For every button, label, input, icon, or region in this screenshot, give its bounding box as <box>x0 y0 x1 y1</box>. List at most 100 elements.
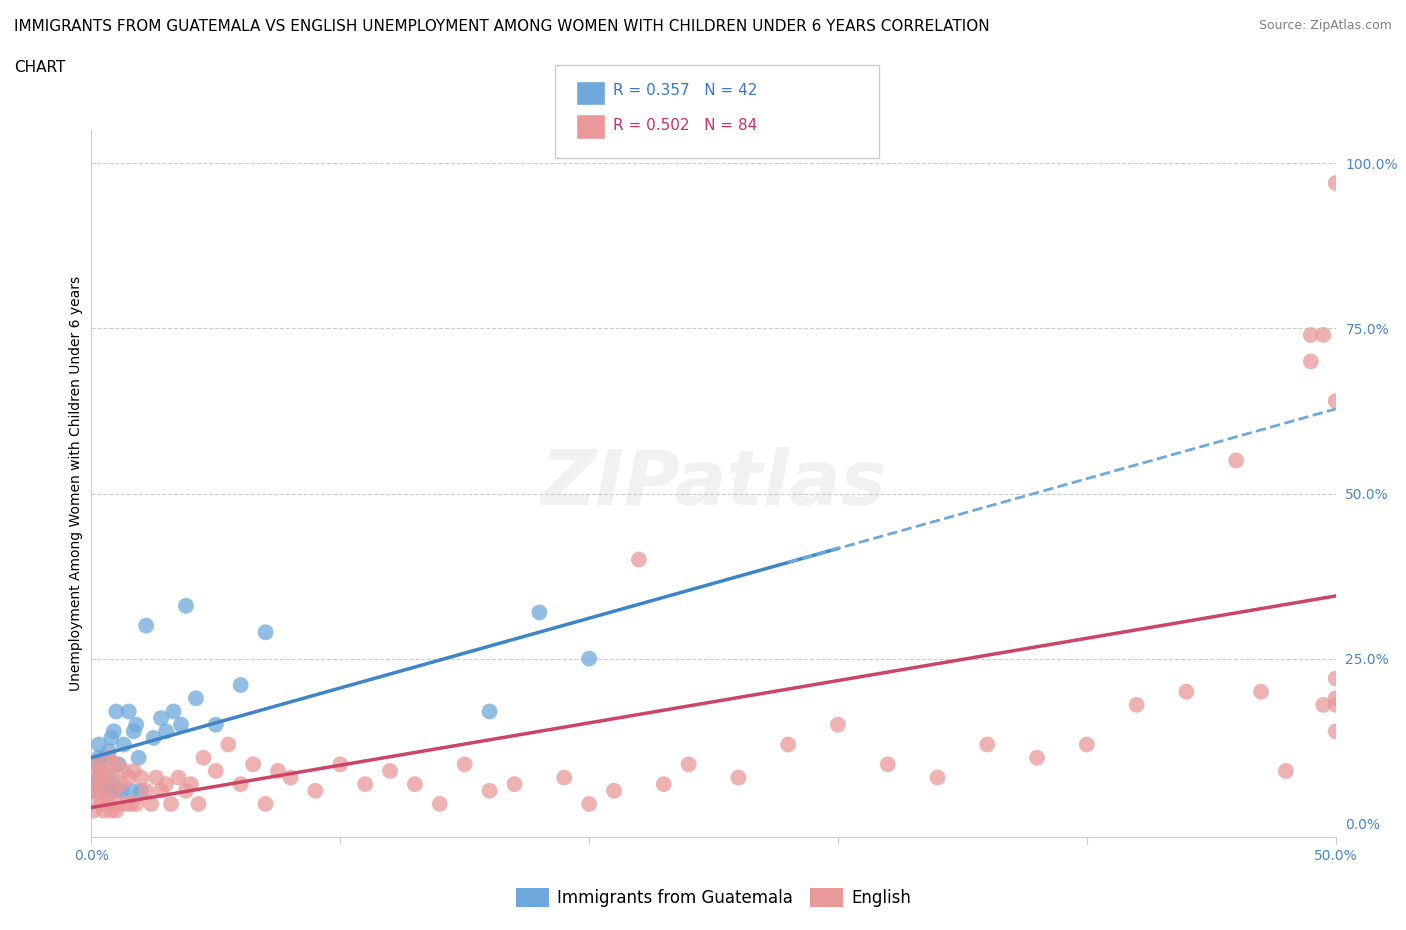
Point <box>86 777 108 791</box>
Point <box>1026 751 1049 765</box>
Point <box>827 717 849 732</box>
Point <box>927 770 949 785</box>
Point <box>478 783 501 798</box>
Point <box>103 783 125 798</box>
Point <box>304 783 326 798</box>
Point <box>378 764 401 778</box>
Point <box>205 717 228 732</box>
Point <box>120 796 142 811</box>
Point <box>150 783 173 798</box>
Point <box>90 796 112 811</box>
Point <box>100 783 122 798</box>
Point <box>107 757 129 772</box>
Point <box>87 790 110 804</box>
Point <box>100 804 122 818</box>
Point <box>87 764 110 778</box>
Point <box>93 751 115 765</box>
Point <box>727 770 749 785</box>
Point <box>97 751 120 765</box>
Point <box>103 724 125 738</box>
Point <box>115 796 138 811</box>
Point <box>205 764 228 778</box>
Point <box>87 751 110 765</box>
Point <box>100 770 122 785</box>
Point <box>83 783 105 798</box>
Point <box>429 796 451 811</box>
Text: IMMIGRANTS FROM GUATEMALA VS ENGLISH UNEMPLOYMENT AMONG WOMEN WITH CHILDREN UNDE: IMMIGRANTS FROM GUATEMALA VS ENGLISH UNE… <box>14 19 990 33</box>
Point <box>83 804 105 818</box>
Text: R = 0.502   N = 84: R = 0.502 N = 84 <box>613 118 758 133</box>
Point <box>193 751 215 765</box>
Point <box>90 783 112 798</box>
Point <box>122 764 145 778</box>
Point <box>118 770 141 785</box>
Point <box>174 598 197 613</box>
Point <box>96 790 118 804</box>
Point <box>180 777 202 791</box>
Point <box>578 651 600 666</box>
Point <box>125 717 148 732</box>
Text: Source: ZipAtlas.com: Source: ZipAtlas.com <box>1258 19 1392 32</box>
Point <box>122 724 145 738</box>
Point <box>603 783 626 798</box>
Text: ZIPatlas: ZIPatlas <box>540 446 887 521</box>
Point <box>86 757 108 772</box>
Point <box>110 777 132 791</box>
Point <box>627 552 650 567</box>
Point <box>553 770 575 785</box>
Point <box>139 796 162 811</box>
Point <box>93 804 115 818</box>
Point <box>83 777 105 791</box>
Point <box>229 777 252 791</box>
Point <box>145 770 167 785</box>
Point <box>97 770 120 785</box>
Y-axis label: Unemployment Among Women with Children Under 6 years: Unemployment Among Women with Children U… <box>69 276 83 691</box>
Point <box>242 757 264 772</box>
Point <box>86 783 108 798</box>
Point <box>1312 327 1334 342</box>
Text: R = 0.357   N = 42: R = 0.357 N = 42 <box>613 83 758 98</box>
Point <box>1125 698 1147 712</box>
Point <box>118 704 141 719</box>
Point <box>155 777 177 791</box>
Point <box>125 796 148 811</box>
Point <box>96 764 118 778</box>
Point <box>120 783 142 798</box>
Point <box>90 764 112 778</box>
Point <box>150 711 173 725</box>
Point <box>976 737 998 752</box>
Point <box>229 678 252 693</box>
Point <box>184 691 207 706</box>
Point <box>1250 684 1272 699</box>
Point <box>160 796 183 811</box>
Point <box>86 757 108 772</box>
Point <box>329 757 352 772</box>
Point <box>110 783 132 798</box>
Point <box>128 751 150 765</box>
Point <box>100 730 122 745</box>
Point <box>404 777 426 791</box>
Legend: Immigrants from Guatemala, English: Immigrants from Guatemala, English <box>509 881 918 913</box>
Point <box>135 783 157 798</box>
Point <box>90 770 112 785</box>
Point <box>1175 684 1198 699</box>
Point <box>112 737 135 752</box>
Point <box>174 783 197 798</box>
Point <box>1312 698 1334 712</box>
Point <box>170 717 193 732</box>
Point <box>503 777 526 791</box>
Point <box>1299 327 1322 342</box>
Point <box>1076 737 1098 752</box>
Point <box>453 757 475 772</box>
Point <box>529 605 551 620</box>
Point <box>105 804 128 818</box>
Point <box>155 724 177 738</box>
Point <box>217 737 239 752</box>
Point <box>678 757 700 772</box>
Point <box>97 744 120 759</box>
Point <box>1324 691 1347 706</box>
Point <box>1324 671 1347 686</box>
Point <box>105 783 128 798</box>
Point <box>87 737 110 752</box>
Point <box>478 704 501 719</box>
